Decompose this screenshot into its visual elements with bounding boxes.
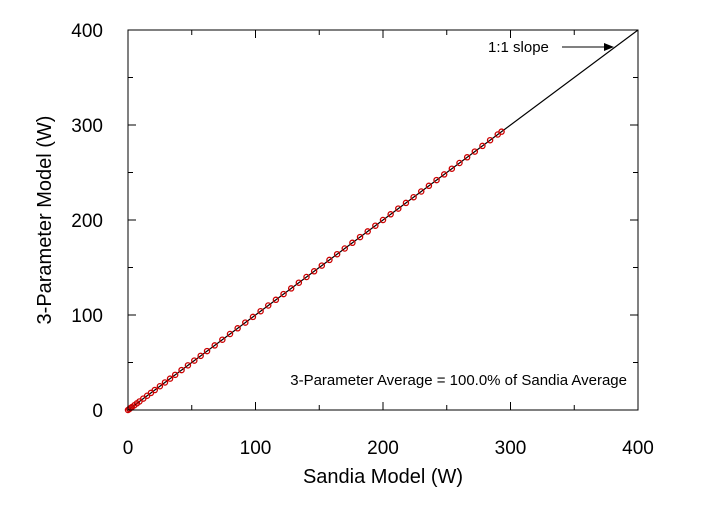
tick-labels-layer: 0 100 200 300 400 0 100 200 300 400 <box>71 21 654 459</box>
data-point <box>498 128 505 135</box>
data-point <box>349 239 356 247</box>
data-point <box>310 268 318 275</box>
y-tick-label: 400 <box>71 21 103 42</box>
average-annotation: 3-Parameter Average = 100.0% of Sandia A… <box>290 372 627 389</box>
data-point <box>156 382 164 390</box>
data-point <box>395 205 402 212</box>
y-axis-title: 3-Parameter Model (W) <box>34 116 56 325</box>
x-tick-label: 400 <box>622 438 654 459</box>
data-point <box>448 165 456 172</box>
data-point <box>191 357 198 364</box>
data-point <box>249 313 257 321</box>
data-point <box>463 154 471 161</box>
data-point <box>203 347 211 355</box>
y-tick-label: 200 <box>71 211 103 232</box>
data-point <box>326 256 333 264</box>
x-tick-label: 300 <box>495 438 527 459</box>
data-point <box>417 188 425 195</box>
reference-line-arrow <box>562 43 614 51</box>
data-point <box>410 193 417 201</box>
data-point <box>402 199 410 207</box>
data-point <box>151 386 159 394</box>
data-point <box>486 136 494 144</box>
data-point <box>197 352 204 360</box>
x-tick-label: 0 <box>123 438 134 459</box>
data-point <box>242 319 249 326</box>
data-point <box>257 307 264 315</box>
data-point <box>171 371 179 379</box>
data-point <box>280 290 287 298</box>
data-point <box>178 366 185 374</box>
data-point <box>226 330 234 338</box>
x-tick-label: 200 <box>367 438 399 459</box>
x-tick-label: 100 <box>240 438 272 459</box>
data-point <box>387 211 394 218</box>
data-point <box>219 336 226 343</box>
data-point <box>272 296 280 304</box>
y-tick-label: 0 <box>92 401 103 422</box>
data-point <box>364 228 371 235</box>
data-point <box>318 262 326 269</box>
data-point <box>166 375 174 382</box>
data-point <box>471 148 479 155</box>
data-point <box>479 142 486 150</box>
data-point <box>425 182 433 190</box>
data-point <box>184 362 192 369</box>
reference-line-label: 1:1 slope <box>488 39 549 56</box>
data-point <box>372 222 379 229</box>
data-points-layer <box>124 128 505 414</box>
data-point <box>211 342 218 349</box>
data-point <box>356 233 364 241</box>
data-point <box>295 279 303 286</box>
data-point <box>287 285 295 292</box>
x-axis-title: Sandia Model (W) <box>303 466 463 488</box>
data-point <box>433 176 440 184</box>
data-point <box>379 216 387 224</box>
axis-ticks-layer <box>127 29 639 411</box>
y-tick-label: 100 <box>71 306 103 327</box>
data-point <box>264 302 272 309</box>
data-point <box>456 159 463 167</box>
y-tick-label: 300 <box>71 116 103 137</box>
data-point <box>440 171 448 178</box>
data-point <box>333 250 341 258</box>
data-point <box>341 245 348 252</box>
data-point <box>234 325 241 332</box>
data-point <box>161 379 169 386</box>
data-point <box>303 273 310 281</box>
